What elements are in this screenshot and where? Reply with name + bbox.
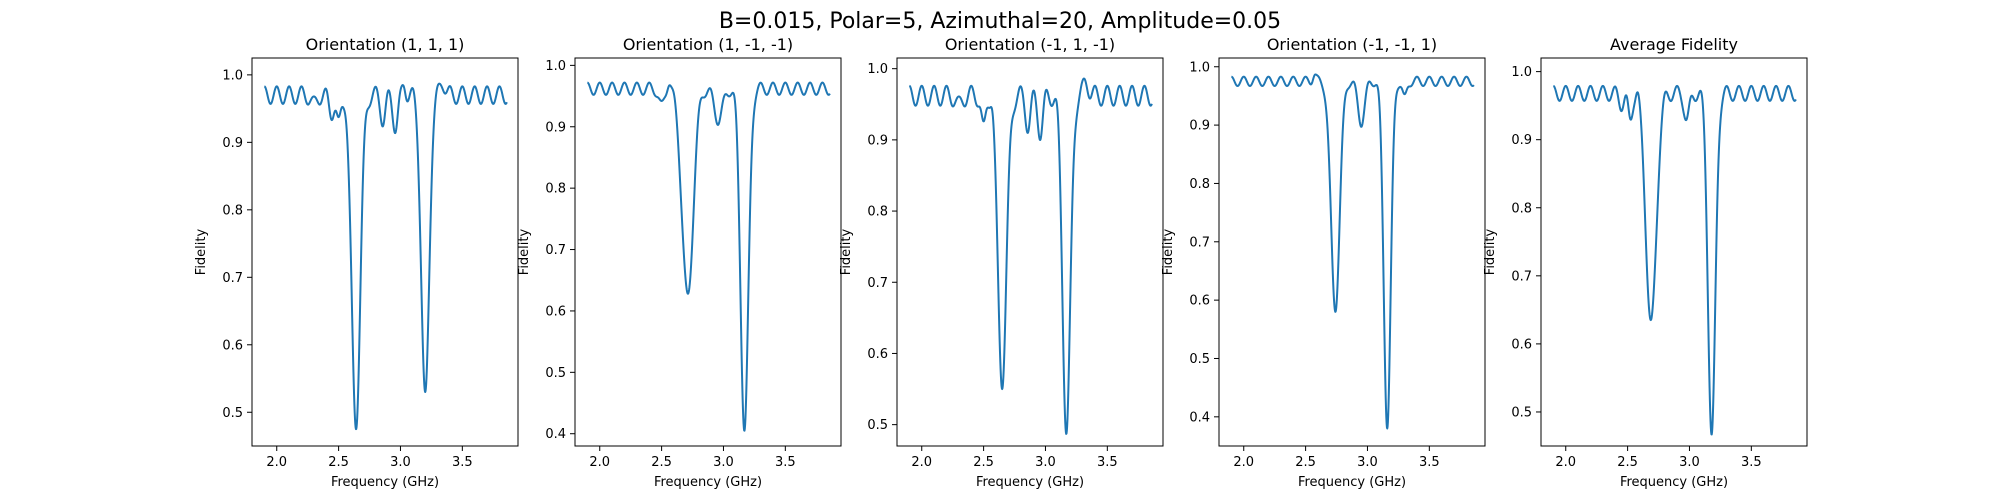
fidelity-curve (1552, 84, 1797, 436)
x-tick-label: 3.0 (1035, 455, 1056, 470)
y-tick-label: 1.0 (1511, 65, 1532, 80)
y-tick-label: 0.5 (1189, 352, 1210, 367)
y-axis-label: Fidelity (839, 228, 854, 275)
y-tick-label: 0.9 (1511, 133, 1532, 148)
x-tick-label: 2.5 (973, 455, 994, 470)
fidelity-curve (586, 81, 831, 432)
figure-suptitle: B=0.015, Polar=5, Azimuthal=20, Amplitud… (719, 9, 1281, 34)
y-tick-label: 0.7 (545, 243, 566, 258)
x-tick-label: 3.5 (1097, 455, 1118, 470)
x-tick-label: 2.5 (328, 455, 349, 470)
y-tick-label: 0.7 (1189, 235, 1210, 250)
subplot-4: Orientation (-1, -1, 1) 2.0 2.5 3.0 3.5 0.4 0.… (1161, 35, 1486, 490)
y-tick-label: 0.8 (222, 203, 243, 218)
subplot-title: Orientation (1, 1, 1) (306, 35, 465, 54)
x-tick-label: 2.0 (266, 455, 287, 470)
x-tick-label: 2.5 (1617, 455, 1638, 470)
y-tick-label: 0.5 (222, 406, 243, 421)
x-tick-label: 2.0 (1555, 455, 1576, 470)
x-tick-label: 3.5 (1419, 455, 1440, 470)
x-tick-label: 2.5 (1295, 455, 1316, 470)
subplot-3: Orientation (-1, 1, -1) 2.0 2.5 3.0 3.5 0.5 0.… (839, 35, 1164, 490)
y-axis-label: Fidelity (1483, 228, 1498, 275)
y-tick-label: 0.7 (867, 276, 888, 291)
y-tick-label: 1.0 (1189, 60, 1210, 75)
subplot-title: Orientation (-1, 1, -1) (945, 35, 1115, 54)
y-tick-label: 0.5 (867, 418, 888, 433)
x-tick-label: 3.0 (390, 455, 411, 470)
plot-frame (251, 57, 519, 447)
subplot-5: Average Fidelity 2.0 2.5 3.0 3.5 0.5 0.6 0.7 0.8… (1483, 35, 1808, 490)
y-tick-label: 0.6 (222, 338, 243, 353)
y-tick-label: 0.5 (545, 366, 566, 381)
plot-frame (1218, 57, 1486, 447)
subplot-1: Orientation (1, 1, 1) 2.0 2.5 3.0 3.5 0.5 0.6 0… (194, 35, 519, 490)
fidelity-curve (263, 82, 508, 431)
y-tick-label: 0.4 (545, 427, 566, 442)
subplot-grid: Orientation (1, 1, 1) 2.0 2.5 3.0 3.5 0.5 0.6 0… (194, 35, 1808, 490)
subplot-title: Average Fidelity (1610, 35, 1738, 54)
y-tick-label: 0.9 (1189, 119, 1210, 134)
subplot-2: Orientation (1, -1, -1) 2.0 2.5 3.0 3.5 0.4 0.… (517, 35, 842, 490)
plot-frame (1540, 57, 1808, 447)
y-tick-label: 0.8 (867, 205, 888, 220)
fidelity-curve (1230, 73, 1475, 430)
y-tick-label: 0.4 (1189, 410, 1210, 425)
y-tick-label: 0.9 (222, 136, 243, 151)
y-axis-label: Fidelity (194, 228, 209, 275)
x-tick-label: 2.0 (911, 455, 932, 470)
y-tick-label: 0.6 (1511, 337, 1532, 352)
x-tick-label: 3.0 (1679, 455, 1700, 470)
y-tick-label: 0.9 (545, 120, 566, 135)
x-tick-label: 3.5 (1741, 455, 1762, 470)
y-tick-label: 0.8 (1511, 201, 1532, 216)
x-axis-label: Frequency (GHz) (654, 475, 762, 490)
y-tick-label: 0.6 (1189, 294, 1210, 309)
x-tick-label: 3.0 (713, 455, 734, 470)
y-tick-label: 1.0 (545, 59, 566, 74)
subplot-title: Orientation (-1, -1, 1) (1267, 35, 1437, 54)
y-tick-label: 0.6 (867, 347, 888, 362)
y-tick-label: 0.5 (1511, 405, 1532, 420)
y-tick-label: 0.8 (1189, 177, 1210, 192)
x-tick-label: 2.5 (651, 455, 672, 470)
x-axis-label: Frequency (GHz) (1620, 475, 1728, 490)
y-tick-label: 0.9 (867, 133, 888, 148)
y-tick-label: 0.8 (545, 182, 566, 197)
plot-frame (896, 57, 1164, 447)
x-tick-label: 2.0 (589, 455, 610, 470)
fidelity-curve (908, 77, 1153, 435)
x-axis-label: Frequency (GHz) (976, 475, 1084, 490)
x-tick-label: 2.0 (1233, 455, 1254, 470)
x-axis-label: Frequency (GHz) (331, 475, 439, 490)
y-axis-label: Fidelity (517, 228, 532, 275)
x-tick-label: 3.5 (775, 455, 796, 470)
y-tick-label: 1.0 (867, 62, 888, 77)
x-tick-label: 3.5 (452, 455, 473, 470)
y-tick-label: 0.7 (1511, 269, 1532, 284)
y-axis-label: Fidelity (1161, 228, 1176, 275)
y-tick-label: 1.0 (222, 68, 243, 83)
subplot-title: Orientation (1, -1, -1) (623, 35, 793, 54)
x-axis-label: Frequency (GHz) (1298, 475, 1406, 490)
plot-frame (574, 57, 842, 447)
y-tick-label: 0.7 (222, 271, 243, 286)
x-tick-label: 3.0 (1357, 455, 1378, 470)
y-tick-label: 0.6 (545, 304, 566, 319)
